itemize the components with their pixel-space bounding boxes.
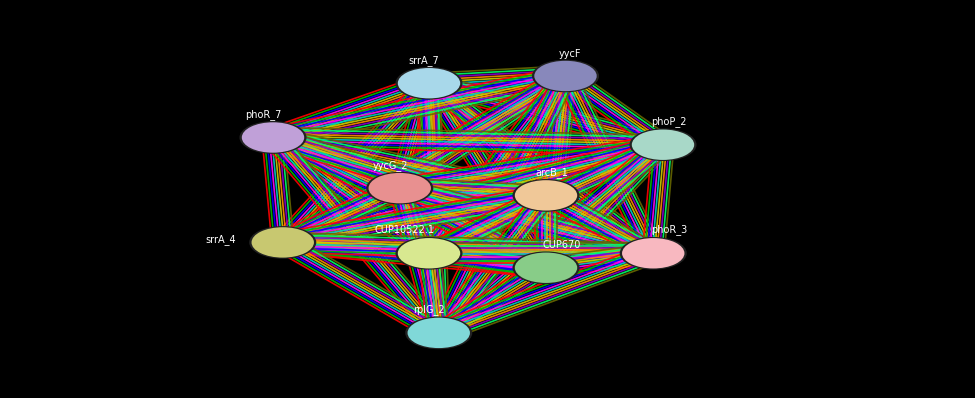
Text: phoR_7: phoR_7: [246, 109, 282, 120]
Ellipse shape: [408, 318, 470, 348]
Text: yycG_2: yycG_2: [372, 160, 409, 171]
Ellipse shape: [398, 68, 460, 98]
Text: srrA_4: srrA_4: [205, 234, 236, 246]
Ellipse shape: [630, 129, 696, 161]
Ellipse shape: [396, 67, 462, 100]
Text: CUP10522.1: CUP10522.1: [374, 225, 434, 235]
Ellipse shape: [622, 238, 684, 269]
Text: srrA_7: srrA_7: [409, 55, 440, 66]
Ellipse shape: [532, 60, 599, 92]
Text: yycF: yycF: [559, 49, 582, 59]
Ellipse shape: [515, 253, 577, 283]
Text: phoP_2: phoP_2: [651, 116, 687, 127]
Ellipse shape: [513, 252, 579, 284]
Ellipse shape: [513, 179, 579, 212]
Ellipse shape: [240, 121, 306, 154]
Ellipse shape: [406, 316, 472, 349]
Ellipse shape: [632, 129, 694, 160]
Ellipse shape: [515, 180, 577, 211]
Text: CUP670: CUP670: [542, 240, 581, 250]
Ellipse shape: [620, 237, 686, 269]
Ellipse shape: [242, 122, 304, 153]
Ellipse shape: [398, 238, 460, 269]
Ellipse shape: [250, 226, 316, 259]
Ellipse shape: [534, 61, 597, 91]
Ellipse shape: [396, 237, 462, 269]
Text: phoR_3: phoR_3: [650, 224, 687, 235]
Ellipse shape: [252, 227, 314, 258]
Text: arcB_1: arcB_1: [536, 167, 568, 178]
Text: rplG_2: rplG_2: [413, 304, 446, 315]
Ellipse shape: [367, 172, 433, 205]
Ellipse shape: [369, 173, 431, 203]
